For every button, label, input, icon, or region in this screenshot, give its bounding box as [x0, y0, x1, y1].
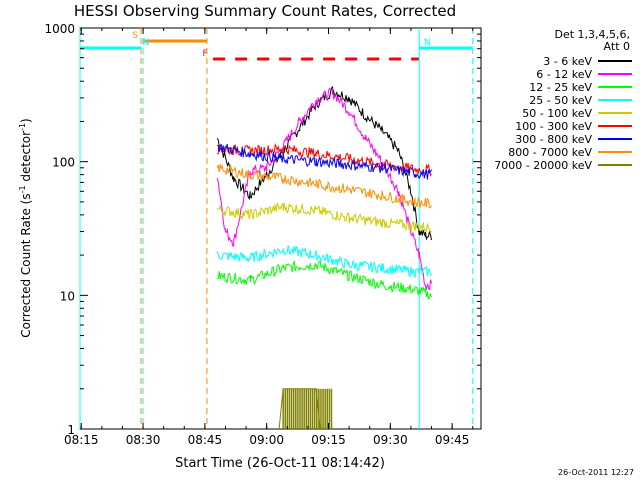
- y-axis-label: Corrected Count Rate (s-1 detector-1): [18, 118, 33, 337]
- legend-label-7: 800 - 7000 keV: [508, 146, 592, 159]
- legend-label-1: 6 - 12 keV: [536, 68, 592, 81]
- legend-label-6: 300 - 800 keV: [515, 133, 592, 146]
- interval-label-n: N: [424, 38, 431, 48]
- series-line-4: [216, 202, 432, 235]
- y-axis: 1 10 100 1000: [44, 22, 481, 437]
- legend-title-line1: Det 1,3,4,5,6,: [554, 28, 630, 41]
- y-axis-label-part2: detector: [19, 131, 33, 186]
- x-tick-label: 09:15: [311, 433, 346, 447]
- legend-title-line2: Att 0: [604, 40, 630, 53]
- x-tick-label: 08:30: [126, 433, 161, 447]
- x-tick-label: 09:00: [249, 433, 284, 447]
- x-axis-label: Start Time (26-Oct-11 08:14:42): [175, 456, 385, 471]
- legend-label-5: 100 - 300 keV: [515, 120, 592, 133]
- y-axis-label-sup2: -1: [18, 123, 27, 131]
- y-tick-label: 10: [60, 289, 75, 303]
- x-tick-label: 08:45: [188, 433, 223, 447]
- legend-label-3: 25 - 50 keV: [529, 94, 592, 107]
- legend-label-4: 50 - 100 keV: [522, 107, 592, 120]
- chart-title: HESSI Observing Summary Count Rates, Cor…: [74, 2, 456, 20]
- interval-label-n: N: [143, 38, 150, 48]
- x-tick-label: 08:15: [64, 433, 99, 447]
- legend-label-0: 3 - 6 keV: [543, 55, 592, 68]
- series-layer: [216, 85, 432, 429]
- y-tick-label: 1: [67, 423, 75, 437]
- x-axis: 08:15 08:30 08:45 09:00 09:15 09:30 09:45: [64, 28, 474, 447]
- y-axis-label-part3: ): [19, 118, 33, 123]
- series-line-6: [217, 143, 432, 180]
- x-tick-label: 09:45: [435, 433, 470, 447]
- interval-label-s: S: [132, 31, 138, 41]
- series-line-1: [216, 87, 432, 292]
- y-axis-label-part1: Corrected Count Rate (s: [19, 193, 33, 337]
- y-axis-label-sup1: -1: [18, 185, 27, 193]
- footer-timestamp: 26-Oct-2011 12:27: [558, 468, 634, 477]
- series-line-3: [216, 245, 432, 279]
- legend-label-8: 7000 - 20000 keV: [494, 159, 592, 172]
- series-line-5: [217, 142, 432, 177]
- y-tick-label: 100: [52, 156, 75, 170]
- interval-layer: SN NF: [79, 28, 474, 429]
- interval-label-f: F: [203, 49, 208, 59]
- x-tick-label: 09:30: [373, 433, 408, 447]
- series-line-7: [216, 163, 432, 209]
- series-line-2: [217, 259, 432, 300]
- legend-label-2: 12 - 25 keV: [529, 81, 592, 94]
- y-tick-label: 1000: [44, 22, 75, 36]
